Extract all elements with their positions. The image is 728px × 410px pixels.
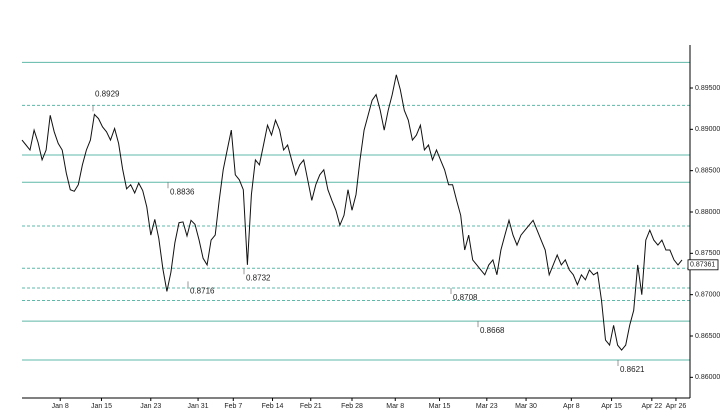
annotation-label: 0.8708 xyxy=(453,293,478,302)
y-tick-label: 0.87000 xyxy=(695,292,720,299)
annotation-label: 0.8929 xyxy=(95,89,120,98)
x-tick-label: Apr 22 xyxy=(642,403,663,410)
annotation-label: 0.8621 xyxy=(620,365,645,374)
x-tick-label: Jan 15 xyxy=(91,403,112,410)
annotation-label: 0.8668 xyxy=(480,326,505,335)
y-tick-label: 0.88500 xyxy=(695,168,720,175)
x-tick-label: Feb 21 xyxy=(300,403,322,410)
y-tick-label: 0.89500 xyxy=(695,85,720,92)
x-tick-label: Apr 15 xyxy=(601,403,622,410)
y-tick-label: 0.88000 xyxy=(695,209,720,216)
y-tick-label: 0.86000 xyxy=(695,374,720,381)
annotation-label: 0.8836 xyxy=(170,187,195,196)
x-tick-label: Apr 26 xyxy=(666,403,687,410)
x-tick-label: Jan 8 xyxy=(52,403,69,410)
price-line xyxy=(21,74,683,351)
x-tick-label: Mar 15 xyxy=(429,403,451,410)
last-price-label: 0.87361 xyxy=(690,262,715,269)
x-tick-label: Jan 31 xyxy=(188,403,209,410)
x-tick-label: Mar 23 xyxy=(476,403,498,410)
x-tick-label: Mar 8 xyxy=(386,403,404,410)
x-tick-label: Apr 8 xyxy=(563,403,580,410)
x-tick-label: Feb 28 xyxy=(341,403,363,410)
y-tick-label: 0.86500 xyxy=(695,333,720,340)
y-tick-label: 0.87500 xyxy=(695,250,720,257)
annotation-label: 0.8716 xyxy=(190,287,215,296)
x-tick-label: Jan 23 xyxy=(140,403,161,410)
x-tick-label: Mar 30 xyxy=(515,403,537,410)
x-tick-label: Feb 14 xyxy=(262,403,284,410)
annotation-label: 0.8732 xyxy=(246,273,271,282)
y-tick-label: 0.89000 xyxy=(695,126,720,133)
last-price-box xyxy=(687,259,719,271)
x-tick-label: Feb 7 xyxy=(224,403,242,410)
